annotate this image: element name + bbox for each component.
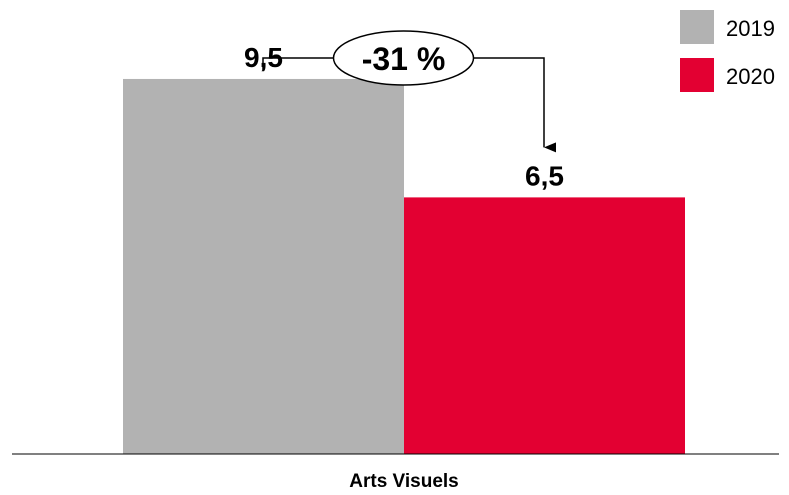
- legend: 2019 2020: [680, 10, 775, 92]
- bars-group: [123, 78, 685, 455]
- bar-2019: [123, 78, 404, 455]
- change-percent-label: -31 %: [362, 41, 446, 77]
- value-label-2020: 6,5: [525, 160, 564, 191]
- x-tick-label: Arts Visuels: [349, 471, 458, 490]
- legend-label-2020: 2020: [726, 64, 775, 89]
- legend-label-2019: 2019: [726, 16, 775, 41]
- bar-2020: [404, 197, 685, 455]
- change-ellipse: [332, 30, 475, 86]
- change-annotation: -31 %: [262, 30, 556, 153]
- legend-swatch-2020: [680, 58, 714, 92]
- legend-swatch-2019: [680, 10, 714, 44]
